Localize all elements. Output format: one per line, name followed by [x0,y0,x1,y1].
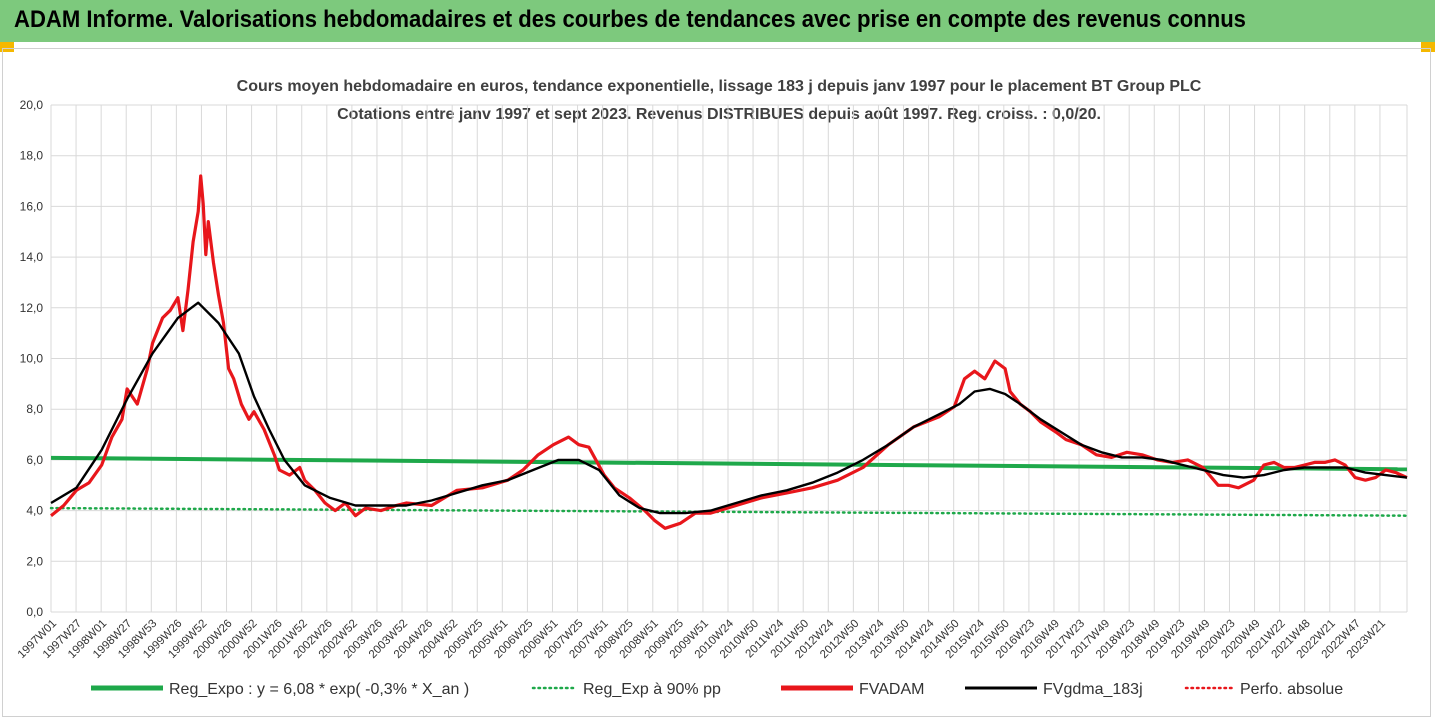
x-axis: 1997W011997W271998W011998W271998W531999W… [16,617,1388,661]
y-tick-label: 12,0 [20,301,44,315]
y-tick-label: 6,0 [26,453,43,467]
y-tick-label: 2,0 [26,554,43,568]
header-banner: ADAM Informe. Valorisations hebdomadaire… [0,0,1435,42]
series-line-fvgdma-183j [50,301,1408,515]
chart-subtitle: Cotations entre janv 1997 et sept 2023. … [337,106,1101,123]
legend-label-perfo-absolue: Perfo. absolue [1240,681,1343,698]
series-lines [49,174,1409,530]
line-chart: Cours moyen hebdomadaire en euros, tenda… [16,78,1409,698]
series-line-fvadam [49,174,1408,530]
corner-marker-left [0,42,14,52]
y-tick-label: 14,0 [20,250,44,264]
legend: Reg_Expo : y = 6,08 * exp( -0,3% * X_an … [91,681,1343,698]
report-title: ADAM Informe. Valorisations hebdomadaire… [14,6,1246,33]
corner-marker-right [1421,42,1435,52]
y-tick-label: 10,0 [20,352,44,366]
grid [50,104,1408,613]
y-tick-label: 4,0 [26,504,43,518]
series-line-reg-exp-90 [49,506,1409,517]
legend-label-reg-exp-90: Reg_Exp à 90% pp [583,681,721,698]
y-tick-label: 18,0 [20,149,44,163]
y-tick-label: 8,0 [26,402,43,416]
y-tick-label: 16,0 [20,199,44,213]
legend-label-fvgdma-183j: FVgdma_183j [1043,681,1143,698]
legend-label-reg-expo: Reg_Expo : y = 6,08 * exp( -0,3% * X_an … [169,681,469,698]
chart-frame: Cours moyen hebdomadaire en euros, tenda… [2,48,1431,717]
y-tick-label: 20,0 [20,98,44,112]
y-axis: 0,0 2,0 4,0 6,0 8,0 10,0 12,0 14,0 16,0 18,0 20,0 [20,98,44,619]
chart-title: Cours moyen hebdomadaire en euros, tenda… [237,78,1202,95]
y-tick-label: 0,0 [26,605,43,619]
legend-label-fvadam: FVADAM [859,681,924,698]
